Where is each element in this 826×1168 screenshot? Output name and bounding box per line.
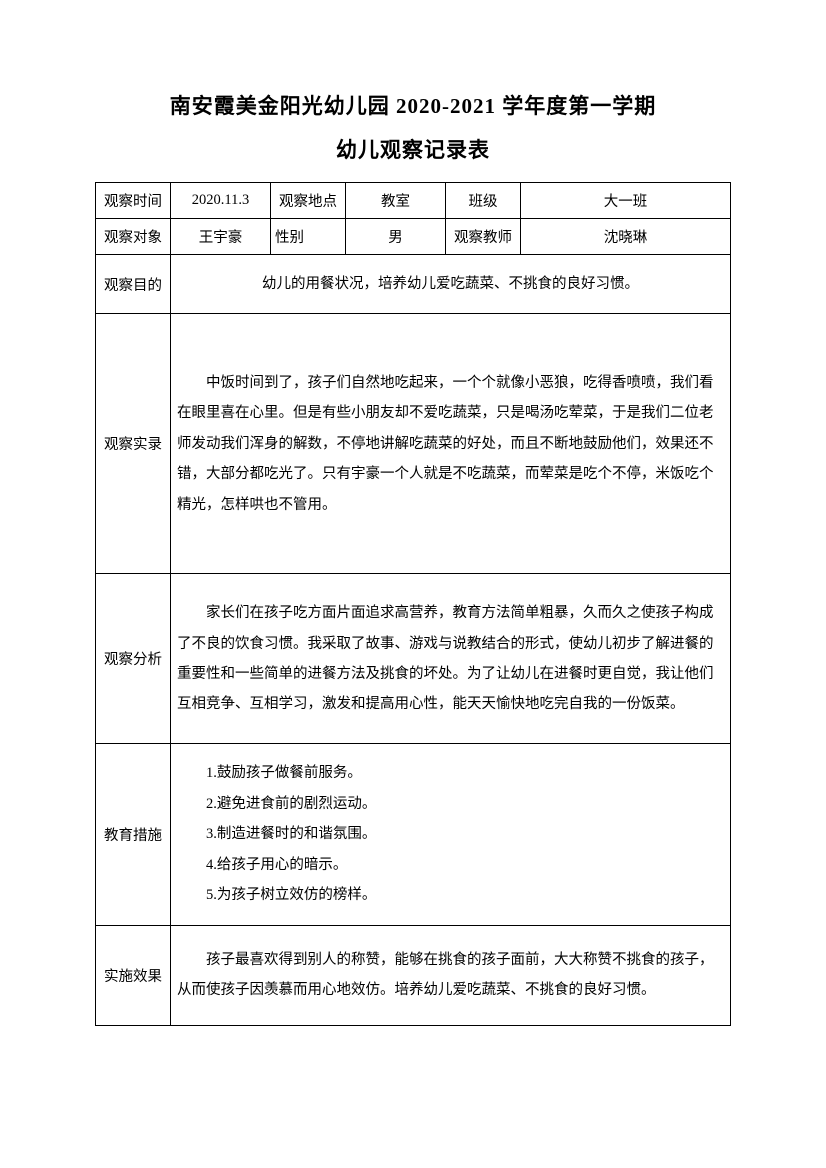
label-effect: 实施效果 [96, 925, 171, 1025]
title-line-2: 幼儿观察记录表 [95, 134, 731, 164]
measure-item-2: 2.避免进食前的剧烈运动。 [177, 789, 724, 819]
effect-content: 孩子最喜欢得到别人的称赞，能够在挑食的孩子面前，大大称赞不挑食的孩子，从而使孩子… [171, 925, 731, 1025]
value-gender: 男 [346, 219, 446, 255]
value-location: 教室 [346, 183, 446, 219]
record-content: 中饭时间到了，孩子们自然地吃起来，一个个就像小恶狼，吃得香喷喷，我们看在眼里喜在… [171, 314, 731, 574]
label-analysis: 观察分析 [96, 574, 171, 744]
analysis-text: 家长们在孩子吃方面片面追求高营养，教育方法简单粗暴，久而久之使孩子构成了不良的饮… [177, 598, 724, 720]
analysis-content: 家长们在孩子吃方面片面追求高营养，教育方法简单粗暴，久而久之使孩子构成了不良的饮… [171, 574, 731, 744]
table-row-purpose: 观察目的 幼儿的用餐状况，培养幼儿爱吃蔬菜、不挑食的良好习惯。 [96, 255, 731, 314]
label-purpose: 观察目的 [96, 255, 171, 314]
measure-item-5: 5.为孩子树立效仿的榜样。 [177, 880, 724, 910]
label-location: 观察地点 [271, 183, 346, 219]
value-class: 大一班 [521, 183, 731, 219]
table-row-effect: 实施效果 孩子最喜欢得到别人的称赞，能够在挑食的孩子面前，大大称赞不挑食的孩子，… [96, 925, 731, 1025]
label-gender: 性别 [271, 219, 346, 255]
measure-item-1: 1.鼓励孩子做餐前服务。 [177, 758, 724, 788]
measures-content: 1.鼓励孩子做餐前服务。 2.避免进食前的剧烈运动。 3.制造进餐时的和谐氛围。… [171, 744, 731, 925]
title-line-1: 南安霞美金阳光幼儿园 2020-2021 学年度第一学期 [95, 90, 731, 120]
label-teacher: 观察教师 [446, 219, 521, 255]
value-teacher: 沈晓琳 [521, 219, 731, 255]
measure-item-3: 3.制造进餐时的和谐氛围。 [177, 819, 724, 849]
observation-table: 观察时间 2020.11.3 观察地点 教室 班级 大一班 观察对象 王宇豪 性… [95, 182, 731, 1026]
record-text: 中饭时间到了，孩子们自然地吃起来，一个个就像小恶狼，吃得香喷喷，我们看在眼里喜在… [177, 368, 724, 520]
table-row-analysis: 观察分析 家长们在孩子吃方面片面追求高营养，教育方法简单粗暴，久而久之使孩子构成… [96, 574, 731, 744]
value-time: 2020.11.3 [171, 183, 271, 219]
label-time: 观察时间 [96, 183, 171, 219]
measure-item-4: 4.给孩子用心的暗示。 [177, 850, 724, 880]
label-class: 班级 [446, 183, 521, 219]
table-row-time: 观察时间 2020.11.3 观察地点 教室 班级 大一班 [96, 183, 731, 219]
table-row-subject: 观察对象 王宇豪 性别 男 观察教师 沈晓琳 [96, 219, 731, 255]
purpose-text: 幼儿的用餐状况，培养幼儿爱吃蔬菜、不挑食的良好习惯。 [171, 255, 731, 314]
table-row-record: 观察实录 中饭时间到了，孩子们自然地吃起来，一个个就像小恶狼，吃得香喷喷，我们看… [96, 314, 731, 574]
label-subject: 观察对象 [96, 219, 171, 255]
effect-text: 孩子最喜欢得到别人的称赞，能够在挑食的孩子面前，大大称赞不挑食的孩子，从而使孩子… [177, 945, 724, 1006]
table-row-measures: 教育措施 1.鼓励孩子做餐前服务。 2.避免进食前的剧烈运动。 3.制造进餐时的… [96, 744, 731, 925]
label-measures: 教育措施 [96, 744, 171, 925]
label-record: 观察实录 [96, 314, 171, 574]
value-subject: 王宇豪 [171, 219, 271, 255]
